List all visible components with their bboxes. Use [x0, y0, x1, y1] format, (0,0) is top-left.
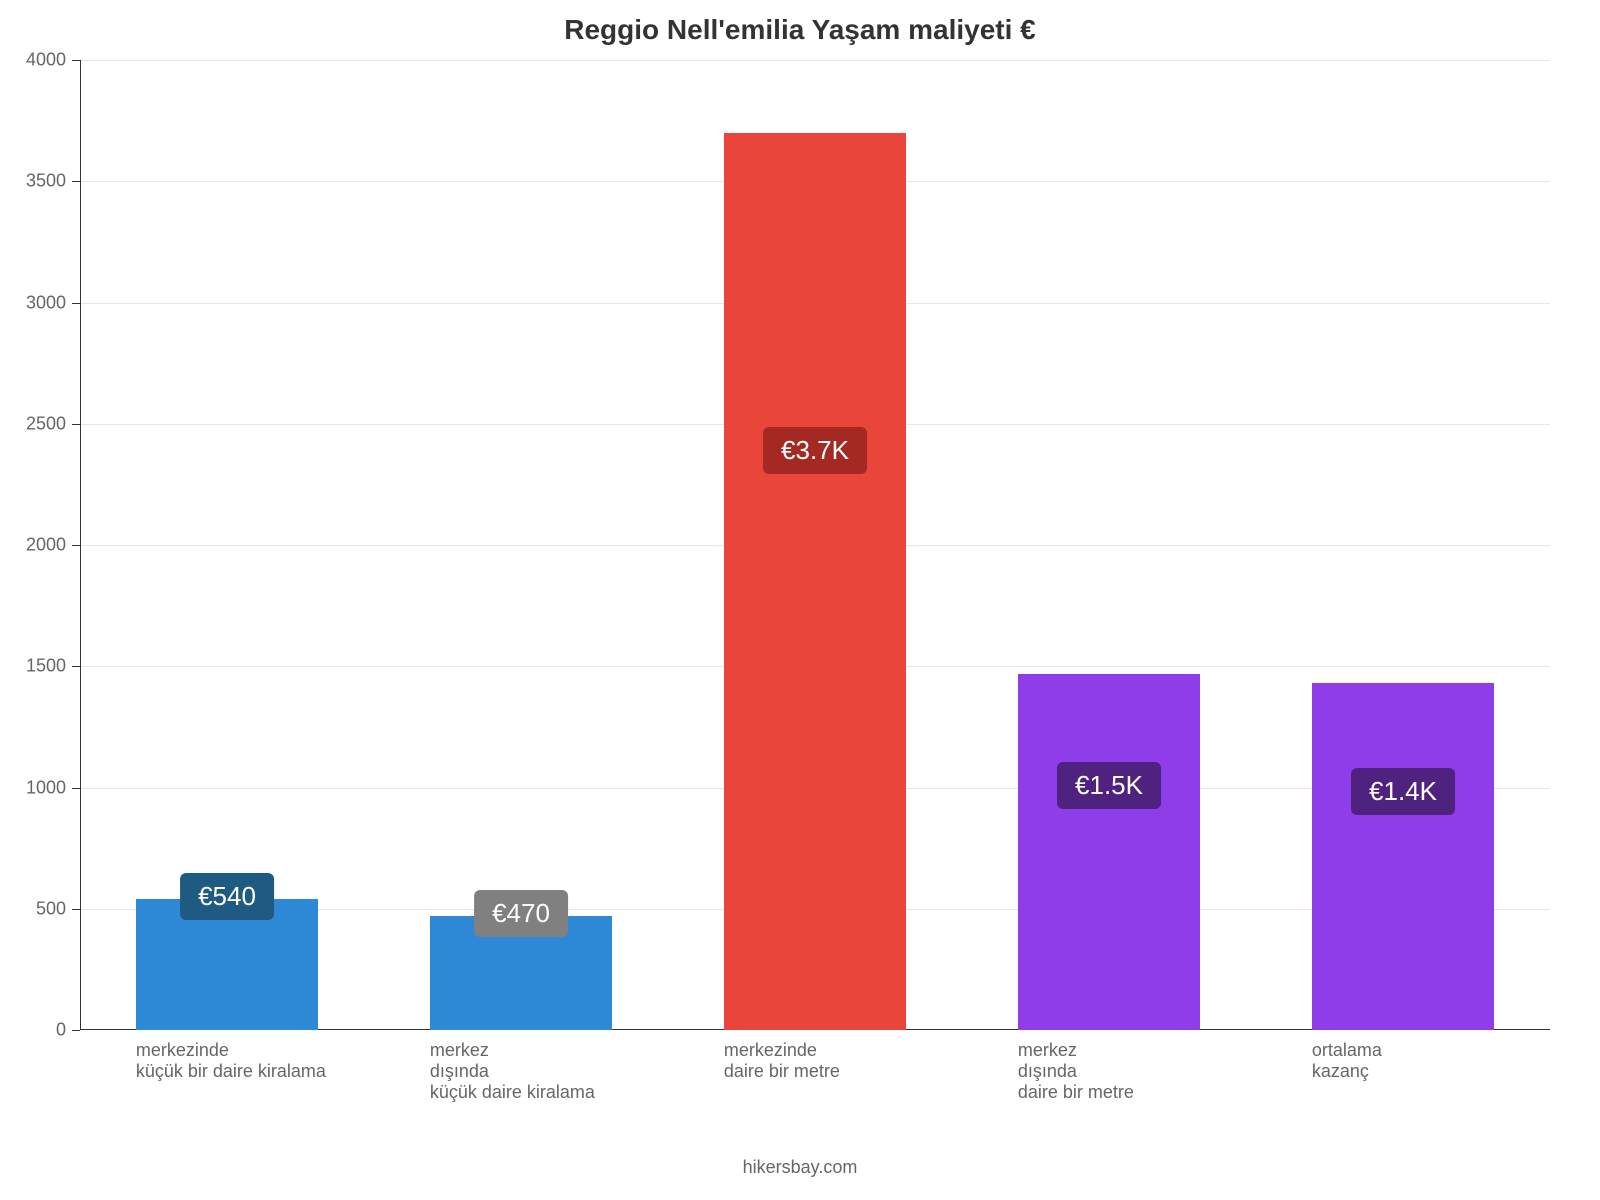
- value-badge: €540: [180, 873, 274, 920]
- y-tick: [72, 909, 80, 910]
- value-badge: €1.4K: [1351, 768, 1455, 815]
- y-tick: [72, 181, 80, 182]
- chart-title: Reggio Nell'emilia Yaşam maliyeti €: [0, 14, 1600, 46]
- y-tick-label: 1500: [0, 656, 66, 677]
- plot-area: €540 €470 €3.7K €1.5K €1.4K: [80, 60, 1550, 1030]
- value-badge: €3.7K: [763, 427, 867, 474]
- chart-container: Reggio Nell'emilia Yaşam maliyeti € €540…: [0, 0, 1600, 1200]
- y-tick-label: 4000: [0, 50, 66, 71]
- y-tick-label: 2000: [0, 535, 66, 556]
- y-tick: [72, 788, 80, 789]
- x-category-label: merkezinde küçük bir daire kiralama: [136, 1040, 430, 1082]
- bar: [1312, 683, 1494, 1030]
- bar: [724, 133, 906, 1030]
- grid-line: [80, 60, 1550, 61]
- x-category-label: merkezinde daire bir metre: [724, 1040, 1018, 1082]
- x-category-label: merkez dışında daire bir metre: [1018, 1040, 1312, 1103]
- y-axis-line: [80, 60, 81, 1030]
- attribution: hikersbay.com: [0, 1157, 1600, 1178]
- x-category-label: ortalama kazanç: [1312, 1040, 1600, 1082]
- value-badge: €470: [474, 890, 568, 937]
- y-tick: [72, 545, 80, 546]
- y-tick-label: 0: [0, 1020, 66, 1041]
- y-tick-label: 2500: [0, 413, 66, 434]
- bar: [1018, 674, 1200, 1030]
- y-tick: [72, 303, 80, 304]
- x-category-label: merkez dışında küçük daire kiralama: [430, 1040, 724, 1103]
- value-badge: €1.5K: [1057, 762, 1161, 809]
- y-tick-label: 1000: [0, 777, 66, 798]
- y-tick: [72, 424, 80, 425]
- y-tick-label: 500: [0, 898, 66, 919]
- y-tick: [72, 60, 80, 61]
- y-tick: [72, 666, 80, 667]
- y-tick-label: 3000: [0, 292, 66, 313]
- y-tick-label: 3500: [0, 171, 66, 192]
- y-tick: [72, 1030, 80, 1031]
